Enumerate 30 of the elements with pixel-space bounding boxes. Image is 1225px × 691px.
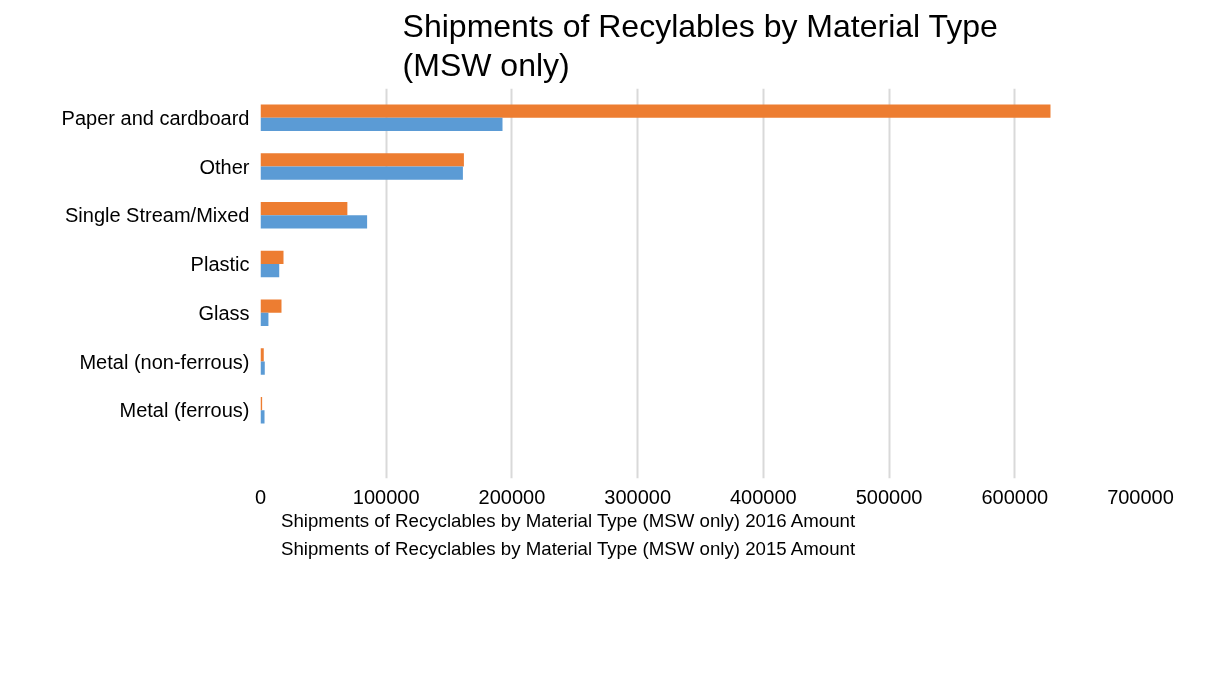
y-tick-label: Other — [199, 155, 250, 178]
bar — [260, 361, 265, 375]
y-tick-label: Single Stream/Mixed — [64, 204, 250, 227]
x-tick-label: 300000 — [604, 485, 672, 508]
x-tick-label: 100000 — [352, 485, 420, 508]
y-tick-label: Glass — [198, 301, 250, 324]
bar — [260, 264, 280, 278]
x-tick-label: 600000 — [981, 485, 1049, 508]
bar — [260, 410, 265, 424]
y-tick-label: Paper and cardboard — [61, 106, 250, 129]
y-tick-label: Metal (non-ferrous) — [79, 350, 250, 373]
x-tick-label: 400000 — [729, 485, 797, 508]
x-tick-label: 0 — [254, 485, 267, 508]
y-tick-label: Plastic — [190, 253, 250, 275]
bar — [260, 250, 284, 264]
bar — [260, 348, 264, 362]
y-tick-label: Metal (ferrous) — [119, 399, 250, 422]
bar — [260, 117, 503, 131]
text: Shipments of Recyclables by Material Type (MSW only) 2015 Amount — [281, 538, 856, 560]
x-tick-label: 700000 — [1107, 485, 1174, 508]
bar — [260, 299, 282, 313]
bar — [260, 166, 463, 180]
bar — [260, 215, 368, 229]
text: Shipments of Recyclables by Material Type (MSW only) 2016 Amount — [281, 510, 856, 532]
bar — [260, 104, 1051, 118]
x-tick-label: 500000 — [855, 485, 923, 508]
bar — [260, 202, 348, 216]
bar — [260, 153, 464, 167]
x-tick-label: 200000 — [478, 485, 546, 508]
chart-title: Shipments of Recylables by Material Type (MSW only) — [402, 7, 998, 84]
